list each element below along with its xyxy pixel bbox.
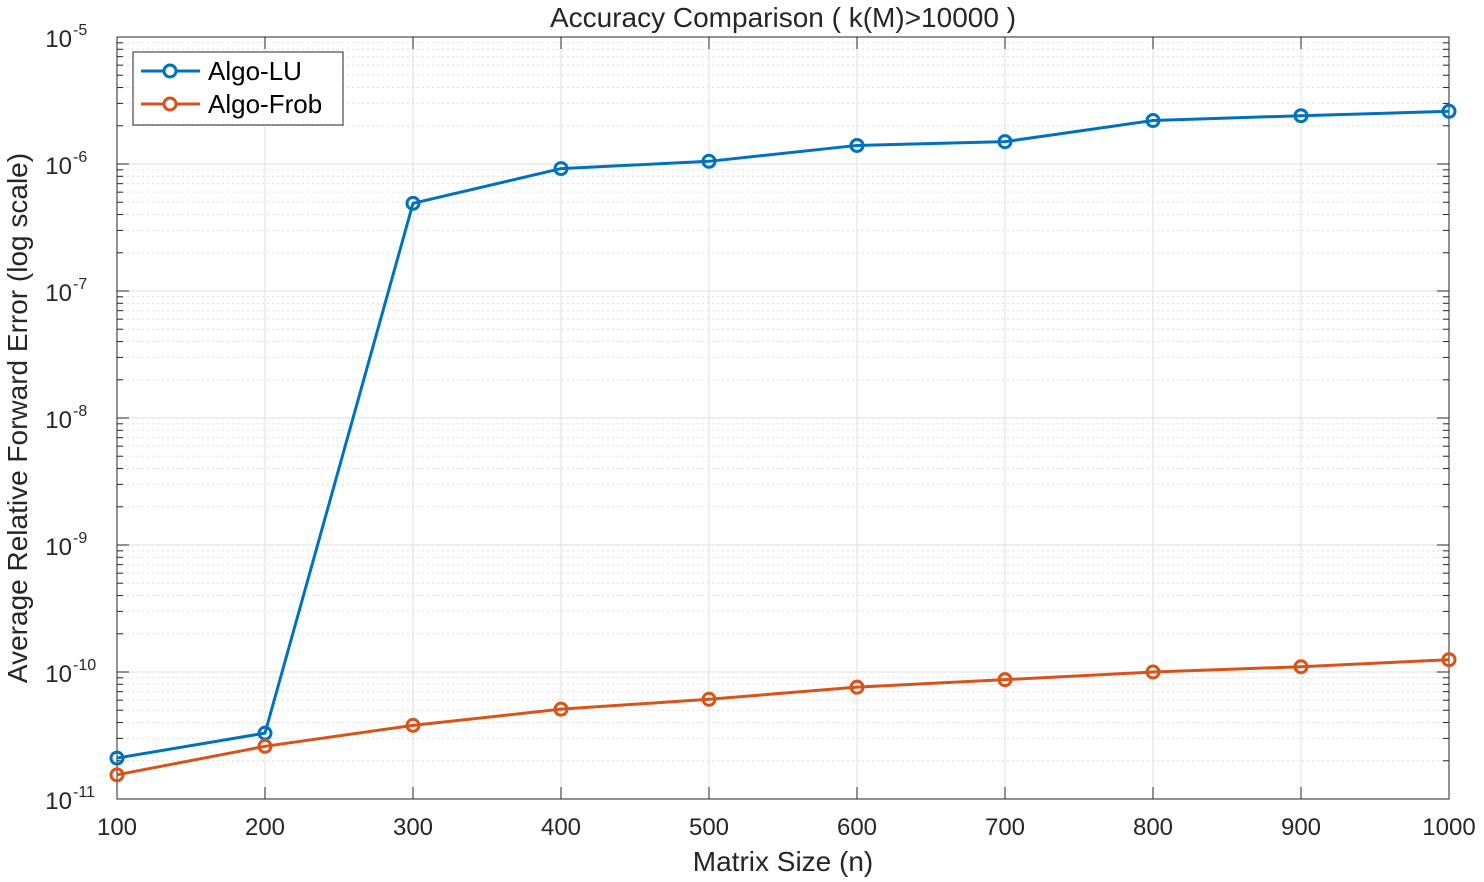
x-tick-label: 200: [245, 814, 285, 841]
x-tick-label: 800: [1133, 814, 1173, 841]
x-tick-label: 500: [689, 814, 729, 841]
minor-grid: [117, 42, 1449, 762]
series-line-algo-frob: [116, 658, 1450, 777]
y-tick-label: 10-11: [45, 784, 95, 815]
y-tick-exponent: -7: [73, 276, 87, 293]
legend: Algo-LU Algo-Frob: [132, 51, 344, 126]
y-tick-label: 10-7: [45, 276, 87, 307]
y-tick-exponent: -11: [73, 784, 95, 801]
y-tick-label: 10-6: [45, 149, 87, 180]
data-point-algo-lu: [997, 134, 1013, 150]
y-axis-title: Average Relative Forward Error (log scal…: [2, 153, 33, 683]
data-point-algo-lu: [1293, 108, 1309, 124]
chart-title: Accuracy Comparison ( k(M)>10000 ): [550, 2, 1016, 33]
x-tick-label: 600: [837, 814, 877, 841]
legend-label-algo-frob: Algo-Frob: [208, 89, 322, 119]
y-tick-exponent: -10: [73, 657, 96, 674]
y-tick-label: 10-8: [45, 403, 87, 434]
x-axis-title: Matrix Size (n): [693, 846, 873, 877]
y-tick-exponent: -9: [73, 530, 87, 547]
series-layer: [109, 103, 1457, 783]
x-tick-label: 400: [541, 814, 581, 841]
x-tick-label: 900: [1281, 814, 1321, 841]
x-tick-labels: 100 200 300 400 500 600 700 800 900 1000: [97, 814, 1476, 841]
legend-marker-algo-lu: [162, 63, 178, 79]
data-point-algo-lu: [1441, 103, 1457, 119]
x-tick-label: 700: [985, 814, 1025, 841]
data-point-algo-frob: [849, 679, 865, 695]
y-tick-exponent: -8: [73, 403, 87, 420]
legend-label-algo-lu: Algo-LU: [208, 56, 302, 86]
data-point-algo-lu: [701, 153, 717, 169]
series-line-algo-lu: [116, 109, 1450, 760]
data-point-algo-frob: [1293, 659, 1309, 675]
data-point-algo-frob: [1145, 664, 1161, 680]
x-tick-label: 100: [97, 814, 137, 841]
data-point-algo-lu: [849, 137, 865, 153]
legend-marker-algo-frob: [162, 96, 178, 112]
x-tick-label: 300: [393, 814, 433, 841]
x-tick-label: 1000: [1422, 814, 1475, 841]
data-point-algo-frob: [1441, 652, 1457, 668]
data-point-algo-lu: [405, 195, 421, 211]
y-tick-label: 10-9: [45, 530, 87, 561]
data-point-algo-frob: [553, 701, 569, 717]
data-point-algo-lu: [553, 161, 569, 177]
data-point-algo-frob: [109, 767, 125, 783]
data-point-algo-lu: [1145, 113, 1161, 129]
axis-ticks: [116, 36, 1450, 800]
y-tick-label: 10-5: [45, 22, 87, 53]
y-tick-label: 10-10: [45, 657, 96, 688]
data-point-algo-frob: [405, 717, 421, 733]
y-tick-exponent: -5: [73, 22, 87, 39]
legend-item-algo-lu: Algo-LU: [141, 56, 302, 86]
data-point-algo-lu: [109, 750, 125, 766]
data-point-algo-frob: [701, 691, 717, 707]
y-tick-labels: 10-11 10-10 10-9 10-8 10-7 10-6 10-5: [45, 22, 96, 815]
data-point-algo-frob: [257, 738, 273, 754]
y-tick-exponent: -6: [73, 149, 87, 166]
data-point-algo-frob: [997, 672, 1013, 688]
legend-item-algo-frob: Algo-Frob: [141, 89, 322, 119]
